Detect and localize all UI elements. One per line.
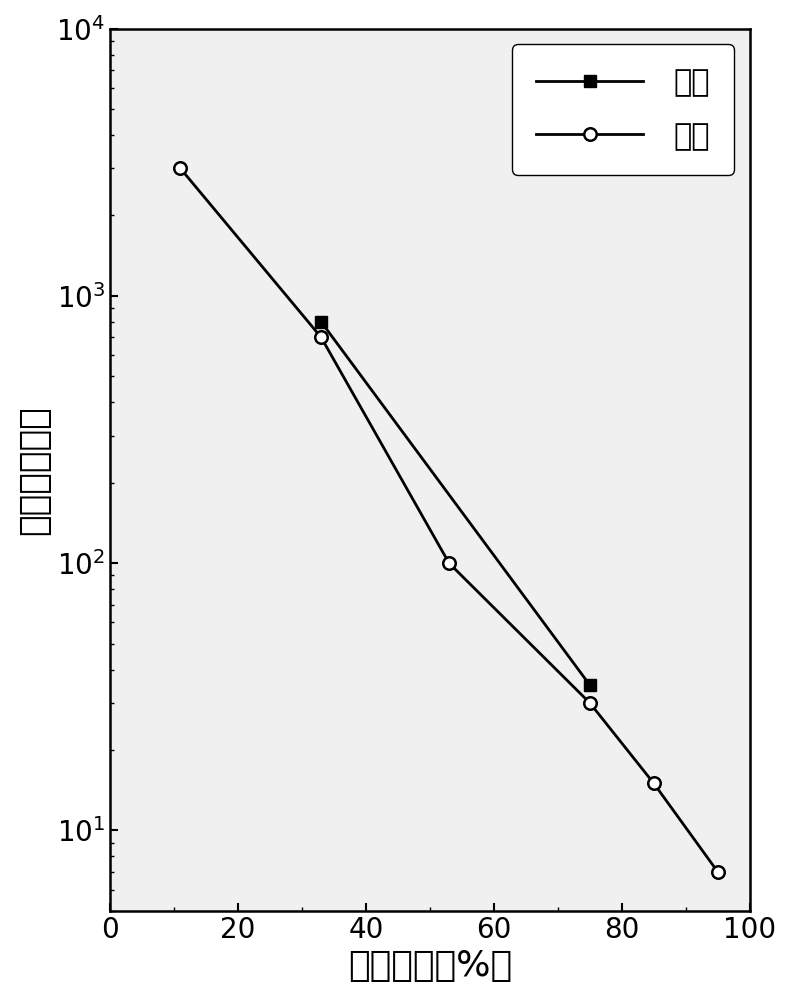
脱附 xyxy=(713,866,722,878)
脱附 xyxy=(175,162,185,174)
Line: 脱附: 脱附 xyxy=(174,162,724,878)
X-axis label: 相对湿度（%）: 相对湿度（%） xyxy=(348,949,512,983)
脱附 xyxy=(444,557,454,569)
吸附 xyxy=(585,679,595,691)
Legend: 吸附, 脱附: 吸附, 脱附 xyxy=(511,44,734,175)
吸附 xyxy=(316,316,326,328)
脱附 xyxy=(585,697,595,709)
Y-axis label: 阻抗（千欧）: 阻抗（千欧） xyxy=(17,405,51,535)
脱附 xyxy=(649,777,658,789)
Line: 吸附: 吸附 xyxy=(315,316,596,691)
脱附 xyxy=(316,331,326,343)
